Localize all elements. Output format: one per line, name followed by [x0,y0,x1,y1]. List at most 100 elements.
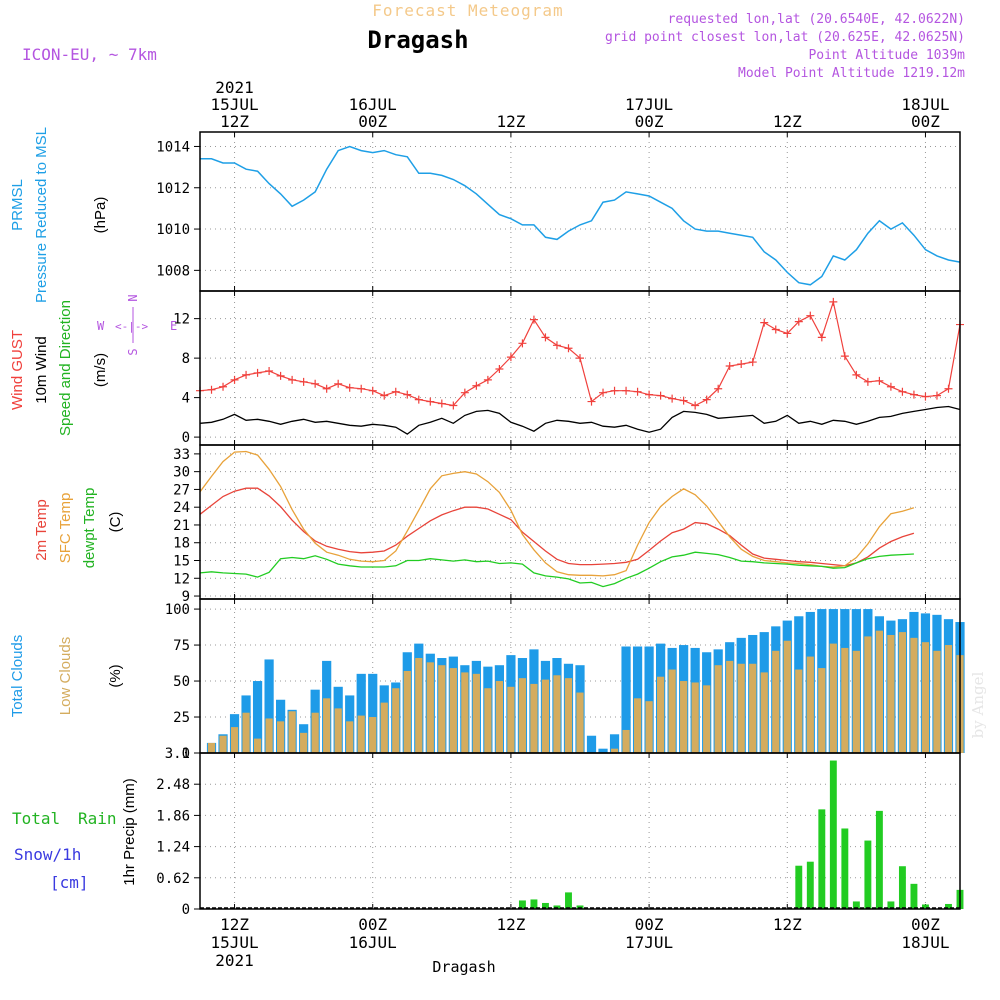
gust-marker [944,384,953,393]
sfc-temp-line [199,450,915,577]
gust-marker [840,352,849,361]
total-cloud-bar [252,681,263,753]
gust-marker [311,379,320,388]
rain-bar [910,883,918,909]
bottom-hour-label: 00Z [911,915,940,934]
wind-tick-label: 8 [182,351,190,367]
gust-marker [587,397,596,406]
temp-tick-label: 21 [173,518,190,534]
cloud-unit: (%) [107,664,124,687]
rain-bar [553,905,561,909]
precip-frame [199,752,961,910]
gust-marker [656,391,665,400]
low-cloud-bar [852,650,860,753]
cloud-label-low: Low Clouds [57,637,74,715]
low-cloud-bar [242,712,250,753]
rain-bar [806,861,814,909]
rain-bar [945,903,952,909]
chart-marks: 1014101210101008128403330272421181512910… [156,78,965,970]
low-cloud-bar [461,672,469,753]
gust-marker [253,368,262,377]
gust-marker [932,391,941,400]
total-cloud-bar [368,673,378,753]
rain-bar [875,810,883,909]
total-cloud-bar [644,646,654,753]
gust-marker [645,390,654,399]
page-title: Dragash [367,26,468,54]
gust-marker [518,339,527,348]
rain-bar [887,901,895,909]
temp-tick-label: 30 [173,465,190,481]
low-cloud-bar [829,643,837,753]
low-cloud-bar [875,630,883,753]
low-cloud-bar [507,686,515,753]
low-cloud-bar [898,632,907,753]
gust-marker [391,387,400,396]
low-cloud-bar [772,650,780,753]
gust-marker [552,341,561,350]
gust-marker [691,401,700,410]
watermark: by Angel [969,671,987,738]
pressure-unit: (hPa) [92,197,109,234]
gust-marker [806,311,815,320]
gust-marker [921,392,930,401]
gust-marker [771,325,780,334]
precip-label-cm: [cm] [50,873,89,892]
dewpoint-line [199,551,914,588]
precip-unit: 1hr Precip (mm) [121,778,138,886]
total-cloud-bar [609,734,620,753]
low-cloud-bar [818,668,826,753]
low-cloud-bar [864,636,872,753]
wind-label-10m: 10m Wind [33,336,50,404]
rain-bar [818,809,826,909]
compass-e: E [170,319,177,333]
low-cloud-bar [726,660,734,753]
temp-label-2m: 2m Temp [33,499,50,560]
wind-line [199,405,961,435]
gust-marker [288,375,297,384]
temp-labels: 2m Temp SFC Temp dewpt Temp (C) [33,488,124,569]
low-cloud-bar [426,662,434,753]
clouds-tick-label: 75 [173,638,190,654]
low-cloud-bar [357,715,365,753]
top-hour-label: 12Z [220,112,249,131]
low-cloud-bar [438,665,446,753]
low-cloud-bar [277,721,285,753]
gust-marker [875,376,884,385]
temp-tick-label: 9 [182,589,190,605]
gust-marker [564,344,573,353]
low-cloud-bar [680,681,688,753]
rain-bar [852,901,860,909]
gust-marker [242,370,251,379]
gust-marker [299,377,308,386]
low-cloud-bar [230,727,239,753]
gust-marker [863,377,872,386]
gust-marker [265,366,274,375]
model-label: ICON-EU, ~ 7km [22,45,157,64]
pressure-tick-label: 1008 [156,263,190,279]
rain-bar [829,760,837,909]
pressure-tick-label: 1014 [156,139,190,155]
total-cloud-bar [598,748,608,753]
clouds-tick-label: 50 [173,674,190,690]
cloud-label-total: Total Clouds [9,635,26,718]
t2m-line [199,487,915,567]
gust-marker [414,395,423,404]
gust-marker [898,387,907,396]
low-cloud-bar [219,735,227,753]
low-cloud-bar [657,676,665,753]
pressure-label-2: Pressure Reduced to MSL [33,127,50,303]
low-cloud-bar [783,640,791,753]
low-cloud-bar [334,708,342,753]
precip-tick-label: 0 [182,902,190,918]
gridpoint-location: grid point closest lon,lat (20.625E, 42.… [605,30,965,45]
low-cloud-bar [380,702,388,753]
gust-marker [702,395,711,404]
gust-marker [794,317,803,326]
low-cloud-bar [323,698,331,753]
bottom-hour-label: 00Z [358,915,387,934]
rain-bar [518,900,526,909]
low-cloud-bar [703,685,711,753]
gust-marker [599,388,608,397]
